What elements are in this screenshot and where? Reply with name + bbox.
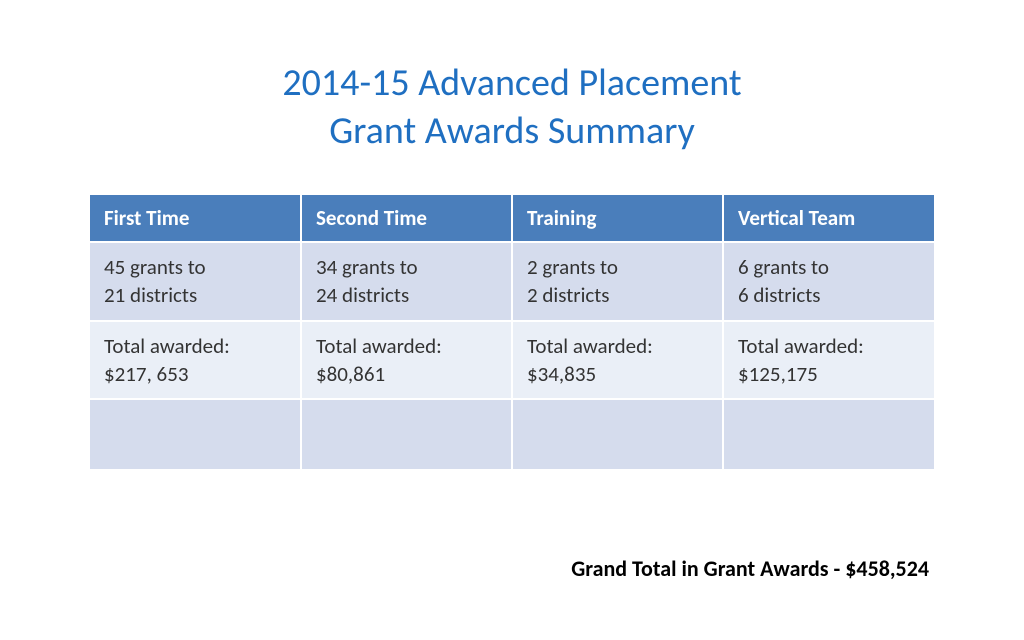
cell: Total awarded:$34,835 — [512, 321, 723, 400]
title-line-2: Grant Awards Summary — [329, 108, 695, 154]
cell — [301, 399, 512, 469]
col-vertical-team: Vertical Team — [723, 195, 934, 242]
table-row: 45 grants to21 districts 34 grants to24 … — [90, 242, 934, 321]
col-training: Training — [512, 195, 723, 242]
cell: Total awarded:$217, 653 — [90, 321, 301, 400]
cell — [512, 399, 723, 469]
title-line-1: 2014-15 Advanced Placement — [282, 60, 741, 106]
table-header-row: First Time Second Time Training Vertical… — [90, 195, 934, 242]
cell — [90, 399, 301, 469]
table-row — [90, 399, 934, 469]
cell: 6 grants to6 districts — [723, 242, 934, 321]
grants-table: First Time Second Time Training Vertical… — [90, 195, 934, 469]
slide: 2014-15 Advanced Placement Grant Awards … — [0, 0, 1024, 640]
cell: 45 grants to21 districts — [90, 242, 301, 321]
cell: 34 grants to24 districts — [301, 242, 512, 321]
col-second-time: Second Time — [301, 195, 512, 242]
cell: 2 grants to2 districts — [512, 242, 723, 321]
table-row: Total awarded:$217, 653 Total awarded:$8… — [90, 321, 934, 400]
col-first-time: First Time — [90, 195, 301, 242]
grand-total: Grand Total in Grant Awards - $458,524 — [571, 555, 929, 582]
cell: Total awarded:$125,175 — [723, 321, 934, 400]
slide-title: 2014-15 Advanced Placement Grant Awards … — [90, 60, 934, 155]
cell — [723, 399, 934, 469]
cell: Total awarded:$80,861 — [301, 321, 512, 400]
